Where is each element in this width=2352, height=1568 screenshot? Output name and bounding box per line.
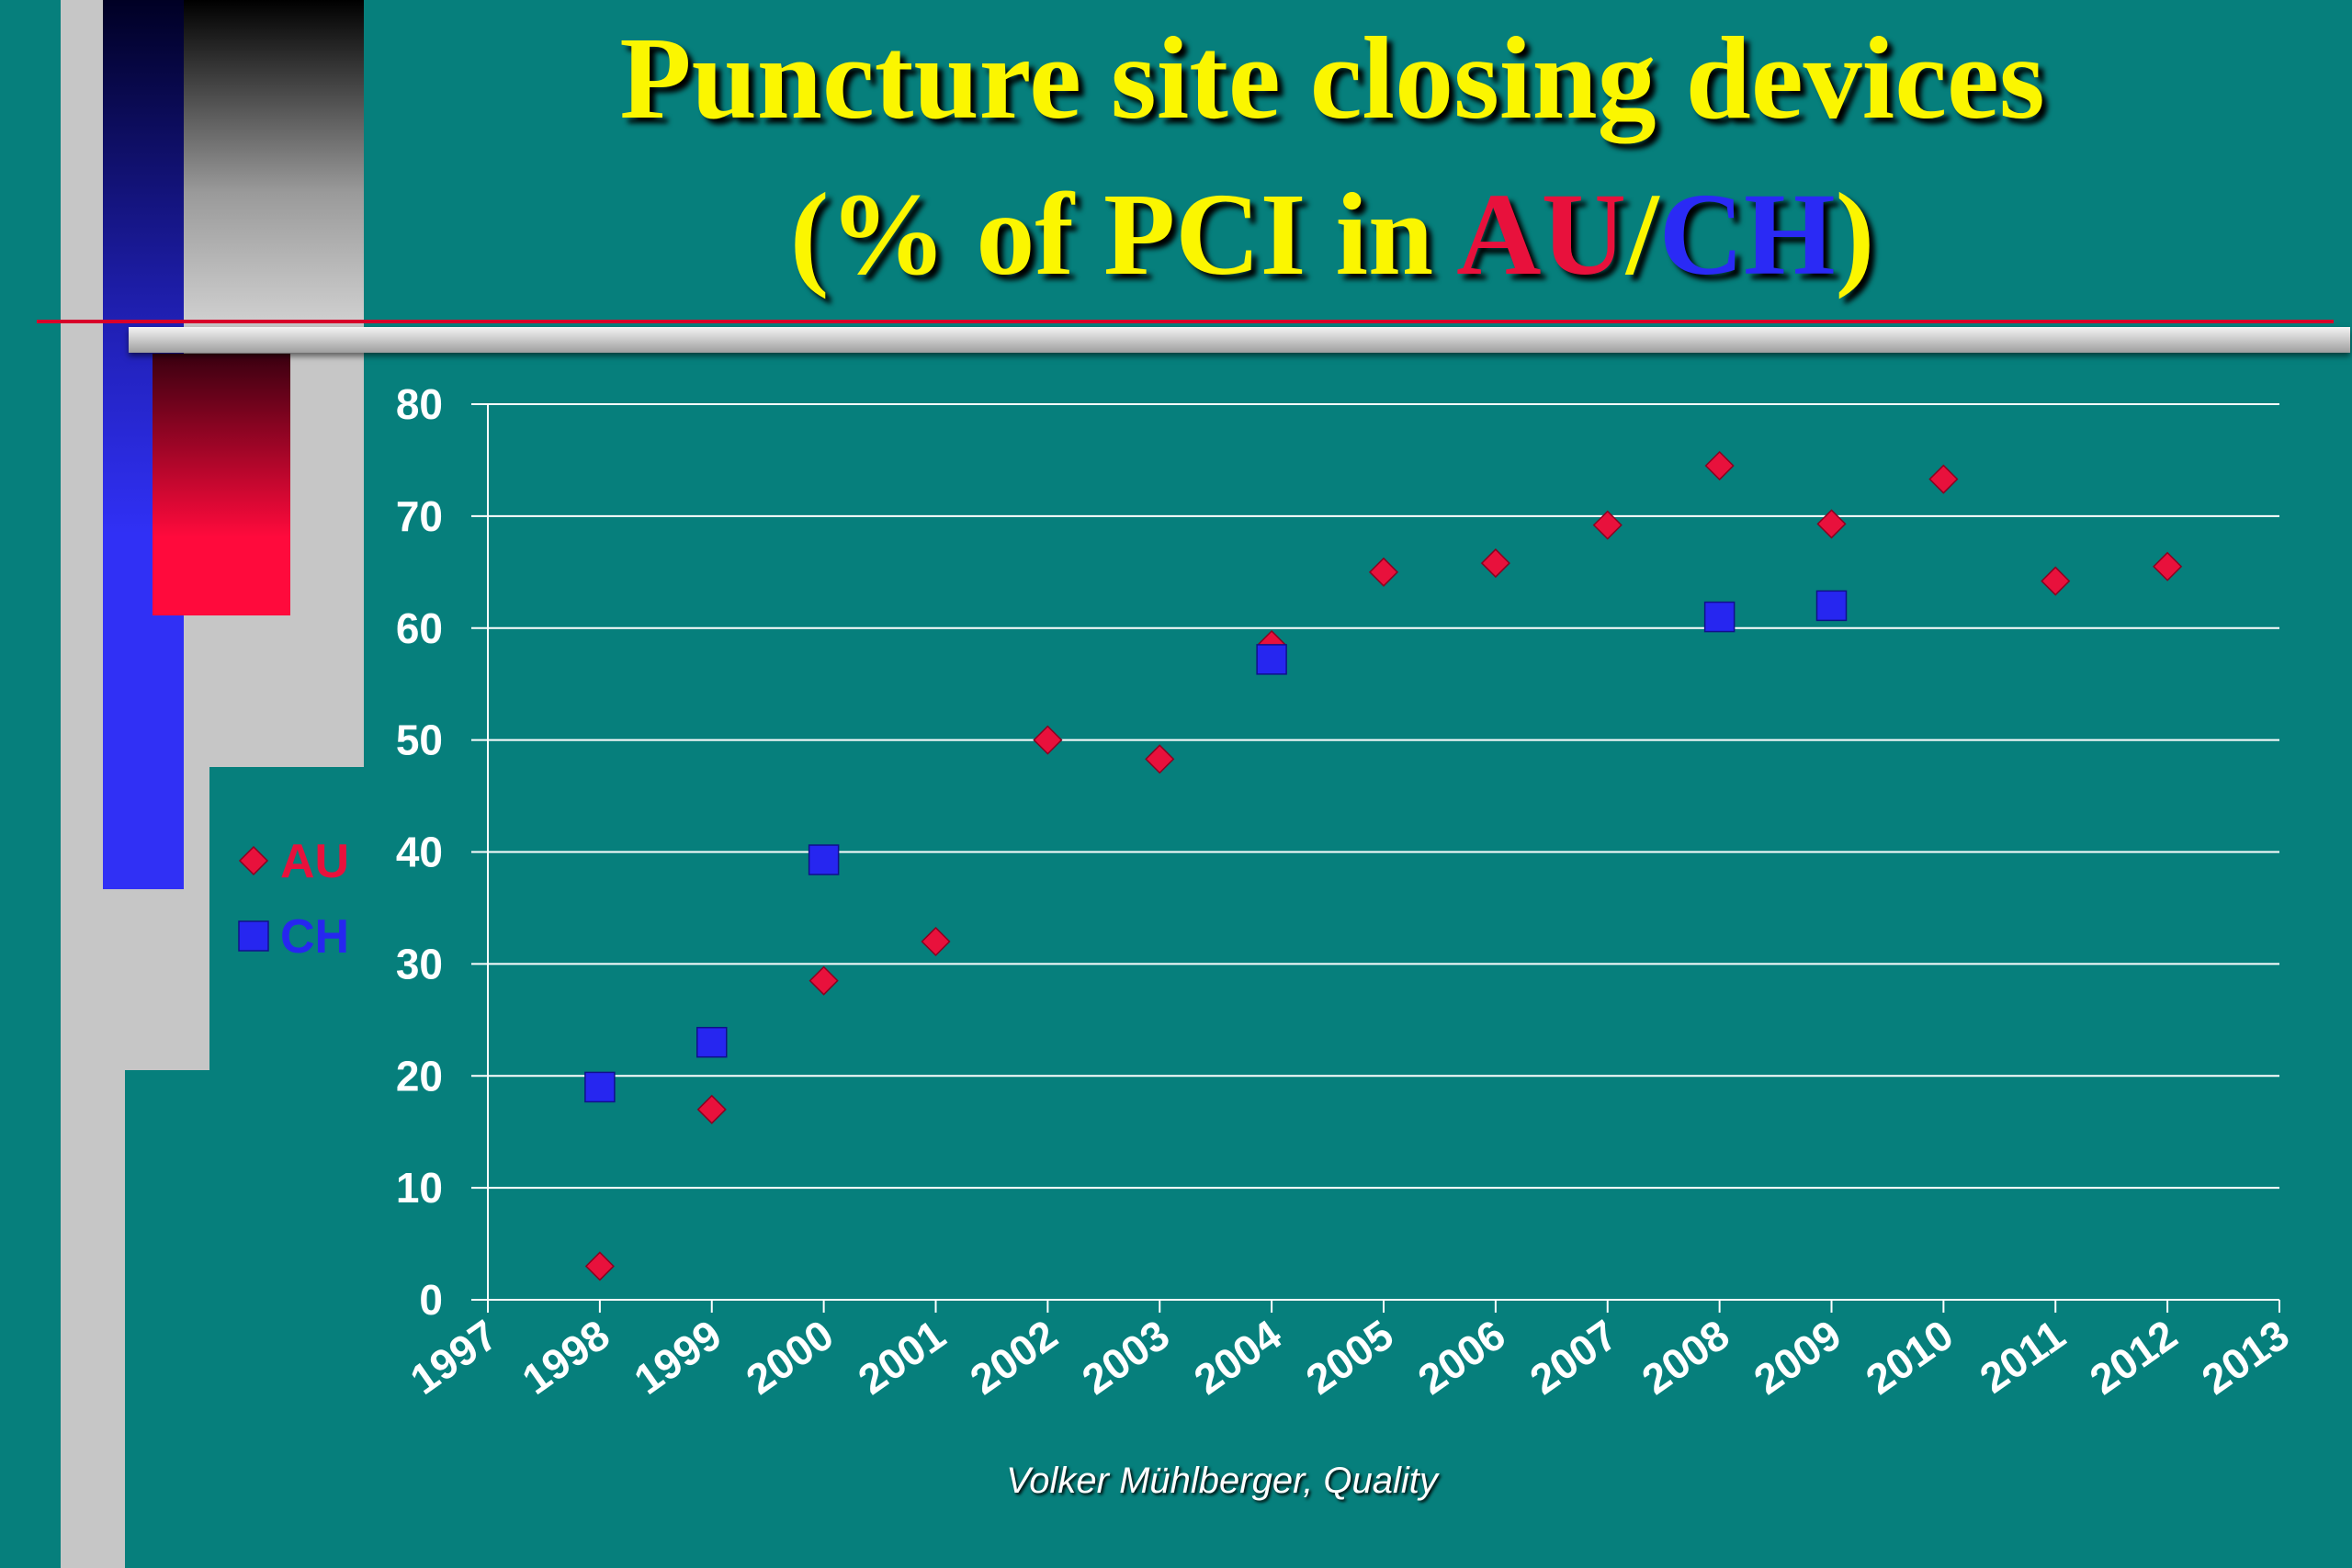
x-tick-label: 2001: [850, 1311, 955, 1404]
y-tick-labels: 0 10 20 30 40 50 60 70 80: [396, 380, 443, 1324]
x-tick-label: 2002: [961, 1311, 1066, 1404]
au-data-point: [1145, 744, 1175, 774]
x-tick-label: 2007: [1521, 1311, 1626, 1404]
au-data-point: [808, 965, 839, 996]
au-data-point: [1816, 509, 1847, 539]
au-data-point: [2153, 551, 2183, 581]
title-suffix: ): [1835, 169, 1875, 299]
x-tick-label: 1999: [626, 1311, 730, 1404]
x-tick-label: 2008: [1634, 1311, 1738, 1404]
ch-data-point: [696, 1026, 728, 1058]
au-data-point: [2041, 566, 2071, 596]
y-tick-label: 20: [396, 1052, 443, 1100]
legend-au-marker: [238, 845, 269, 876]
au-data-point: [1592, 510, 1623, 540]
x-tick-label: 2006: [1409, 1311, 1514, 1404]
decor-gray-rule: [129, 327, 2350, 353]
au-data-point: [1033, 725, 1063, 755]
x-tick-label: 2004: [1185, 1310, 1290, 1404]
x-tick-labels: 1997 1998 1999 2000 2001 2002 2003 2004 2005 2006…: [401, 1310, 2298, 1404]
au-data-point: [921, 926, 951, 957]
title-ch: CH: [1658, 169, 1836, 299]
y-tick-label: 0: [419, 1276, 443, 1324]
y-tick-label: 10: [396, 1164, 443, 1212]
ch-data-point: [1703, 601, 1736, 633]
x-tick-label: 1998: [514, 1311, 618, 1404]
y-tick-label: 50: [396, 716, 443, 764]
legend-ch-marker: [238, 920, 269, 952]
x-tick-label: 2009: [1746, 1311, 1850, 1404]
title-line-1: Puncture site closing devices: [619, 13, 2045, 143]
y-tick-label: 30: [396, 940, 443, 987]
grid-lines: [471, 403, 2279, 1190]
y-tick-label: 40: [396, 829, 443, 876]
y-tick-label: 70: [396, 492, 443, 540]
au-data-point: [584, 1251, 615, 1281]
title-au: AU: [1456, 169, 1627, 299]
ch-data-point: [584, 1071, 616, 1103]
decor-red-block: [153, 354, 290, 615]
x-tick-label: 2000: [738, 1311, 842, 1404]
page-title: Puncture site closing devices (% of PCI …: [349, 0, 2315, 312]
title-prefix: (% of PCI in: [789, 169, 1457, 299]
legend: AU CH: [238, 835, 349, 964]
data-points: [584, 450, 2183, 1281]
x-tick-label: 2013: [2193, 1311, 2298, 1404]
decor-red-rule: [37, 320, 2334, 323]
x-tick-label: 1997: [401, 1311, 506, 1404]
decor-gray-block-top: [184, 0, 364, 321]
axes: [471, 404, 2280, 1313]
au-data-point: [1368, 557, 1399, 587]
title-separator: /: [1626, 169, 1659, 299]
au-data-point: [696, 1094, 727, 1124]
x-tick-label: 2005: [1297, 1311, 1402, 1404]
ch-data-point: [1256, 644, 1287, 675]
x-tick-label: 2011: [1971, 1311, 2074, 1403]
title-line-2: (% of PCI in AU/CH): [349, 156, 2315, 312]
au-data-point: [1704, 450, 1735, 481]
y-tick-label: 60: [396, 604, 443, 652]
ch-data-point: [808, 844, 840, 875]
legend-ch-label: CH: [280, 910, 349, 964]
x-tick-label: 2012: [2081, 1311, 2186, 1404]
y-tick-label: 80: [396, 380, 443, 428]
x-tick-label: 2003: [1073, 1311, 1178, 1404]
author-credit: Volker Mühlberger, Quality: [1006, 1461, 1438, 1501]
x-tick-label: 2010: [1857, 1311, 1962, 1404]
au-data-point: [1480, 548, 1510, 579]
ch-data-point: [1815, 590, 1848, 622]
au-data-point: [1928, 464, 1959, 494]
legend-au-label: AU: [280, 835, 349, 888]
